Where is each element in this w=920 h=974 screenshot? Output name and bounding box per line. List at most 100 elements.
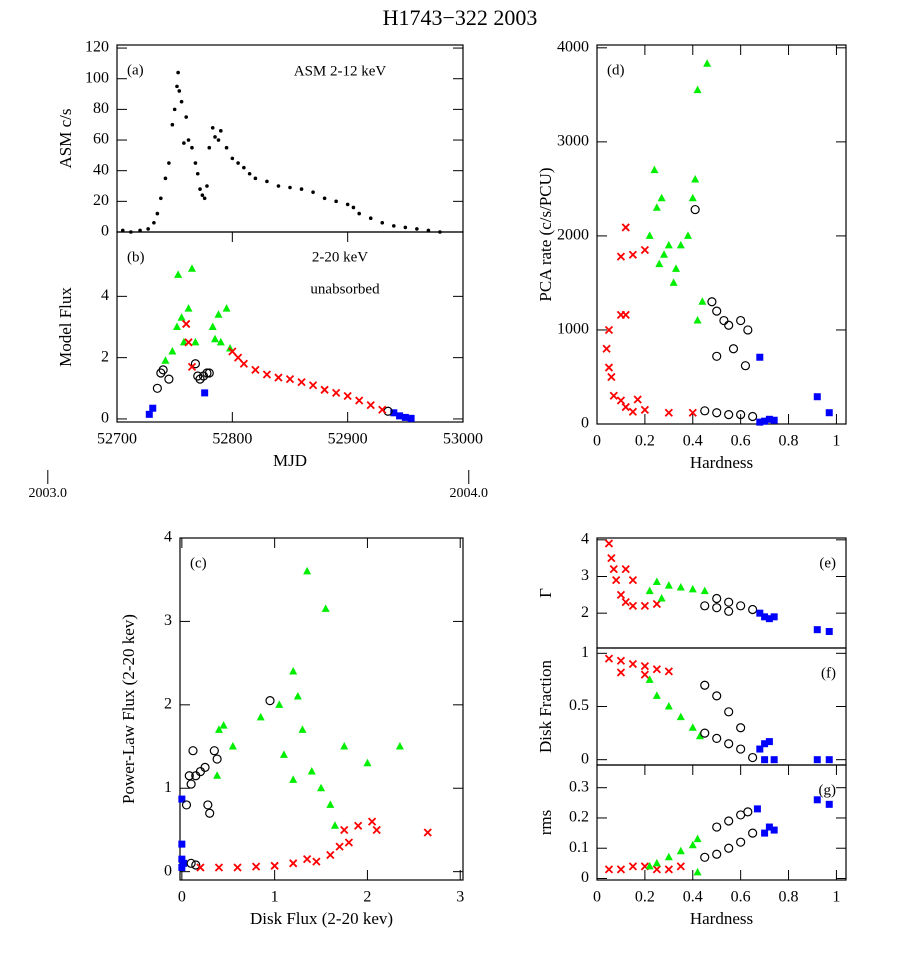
data-point <box>293 691 302 700</box>
point <box>401 413 409 421</box>
point <box>211 334 220 343</box>
point <box>251 862 261 871</box>
point <box>640 661 650 671</box>
data-point <box>743 325 753 335</box>
y-tick-label: 40 <box>93 161 109 178</box>
point <box>279 750 288 758</box>
point <box>756 353 764 361</box>
point <box>688 840 697 849</box>
y-tick-label: 0.5 <box>569 697 589 714</box>
point <box>367 817 377 826</box>
data-point <box>621 223 630 232</box>
data-point <box>149 404 157 412</box>
data-point <box>340 825 349 835</box>
point <box>213 135 217 139</box>
point <box>748 828 758 838</box>
data-point <box>331 388 341 398</box>
data-point <box>740 361 751 371</box>
plot-frame <box>116 44 464 233</box>
point <box>366 401 375 410</box>
data-point <box>228 347 237 356</box>
point <box>770 416 778 424</box>
point <box>700 601 710 611</box>
data-point <box>214 863 224 872</box>
data-point <box>334 199 338 204</box>
data-point <box>168 347 177 355</box>
y-axis-label: ASM c/s <box>56 109 75 169</box>
point <box>669 278 678 286</box>
data-point <box>270 861 279 870</box>
data-point <box>676 846 685 855</box>
point <box>645 586 654 595</box>
point <box>640 405 650 415</box>
point <box>297 378 306 387</box>
data-point <box>724 606 734 616</box>
point <box>736 723 746 733</box>
point <box>676 240 685 249</box>
data-point <box>712 593 722 604</box>
data-point <box>317 783 326 792</box>
point <box>204 368 214 378</box>
point <box>640 670 650 679</box>
year-label: 2004.0 <box>450 486 489 501</box>
data-point <box>326 800 335 808</box>
data-point <box>303 566 312 575</box>
data-point <box>390 409 398 417</box>
data-point <box>392 224 396 228</box>
point <box>676 862 685 871</box>
point <box>688 408 697 417</box>
point <box>407 414 415 422</box>
point <box>213 771 222 779</box>
point <box>276 184 281 188</box>
data-point <box>607 372 616 382</box>
point <box>289 859 298 868</box>
data-point <box>179 337 188 346</box>
point <box>180 859 188 867</box>
data-point <box>672 264 681 272</box>
point <box>825 409 833 417</box>
data-point <box>712 408 722 418</box>
data-point <box>212 754 222 764</box>
point <box>178 863 186 871</box>
point <box>187 264 196 272</box>
point <box>825 628 833 635</box>
data-point <box>700 852 710 862</box>
data-point <box>363 758 372 767</box>
data-point <box>770 756 778 764</box>
point <box>756 418 764 426</box>
data-point <box>756 353 764 361</box>
data-point <box>664 581 673 589</box>
point <box>190 145 194 150</box>
data-point <box>308 381 318 390</box>
y-tick-label: 0 <box>164 862 172 879</box>
x-tick-label: 3 <box>456 889 464 906</box>
data-point <box>214 725 223 733</box>
point <box>186 779 196 789</box>
data-point <box>728 344 739 354</box>
data-point <box>251 862 261 871</box>
data-point <box>690 204 700 215</box>
plot-frame <box>179 537 464 881</box>
data-point <box>616 590 626 599</box>
point <box>724 707 734 717</box>
point <box>672 264 681 272</box>
data-point <box>700 601 710 611</box>
data-point <box>242 165 246 170</box>
point <box>285 374 295 384</box>
data-point <box>395 742 404 750</box>
point <box>256 712 265 721</box>
data-point <box>645 861 654 870</box>
point <box>621 223 630 232</box>
data-point <box>693 834 702 843</box>
y-tick-label: 2 <box>101 348 109 365</box>
point <box>357 211 362 216</box>
x-tick-label: 1 <box>832 433 840 450</box>
data-point <box>299 187 304 191</box>
data-point <box>211 334 220 343</box>
data-point <box>322 196 327 201</box>
data-point <box>228 742 237 750</box>
data-point <box>190 145 194 150</box>
data-point <box>302 855 312 864</box>
data-point <box>214 310 223 318</box>
point <box>226 343 235 352</box>
